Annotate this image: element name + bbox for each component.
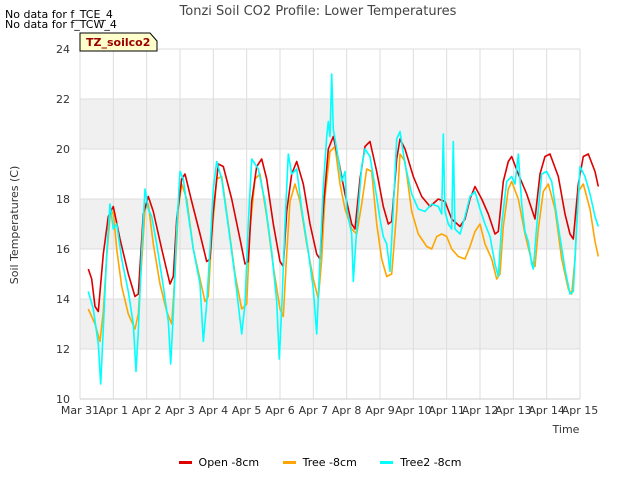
x-tick-label: Apr 8 <box>332 404 362 417</box>
y-tick-labels: 10 12 14 16 18 20 22 24 <box>56 43 70 406</box>
x-tick-label: Apr 9 <box>365 404 395 417</box>
plot-band <box>80 199 580 249</box>
legend-item-open: Open -8cm <box>178 456 260 469</box>
x-tick-label: Apr 3 <box>165 404 195 417</box>
x-tick-label: Apr 14 <box>528 404 565 417</box>
y-tick-label: 12 <box>56 343 70 356</box>
y-tick-label: 14 <box>56 293 70 306</box>
y-tick-label: 22 <box>56 93 70 106</box>
x-tick-label: Apr 7 <box>299 404 329 417</box>
x-tick-label: Apr 10 <box>395 404 432 417</box>
legend-item-tree: Tree -8cm <box>282 456 357 469</box>
no-data-note-1: No data for f_TCE_4 <box>5 8 113 21</box>
x-tick-label: Apr 6 <box>265 404 295 417</box>
no-data-note-2: No data for f_TCW_4 <box>5 18 117 31</box>
chart-title: Tonzi Soil CO2 Profile: Lower Temperatur… <box>179 4 457 19</box>
x-tick-labels: Mar 31 Apr 1 Apr 2 Apr 3 Apr 4 Apr 5 Apr 6 Apr … <box>61 404 598 417</box>
legend-swatch-open <box>178 461 192 464</box>
y-axis-label: Soil Temperatures (C) <box>8 166 21 285</box>
series-layer <box>87 73 600 385</box>
x-tick-label: Apr 5 <box>232 404 262 417</box>
y-tick-label: 24 <box>56 43 70 56</box>
legend-label-open: Open -8cm <box>198 456 260 469</box>
x-tick-label: Apr 2 <box>132 404 162 417</box>
legend-swatch-tree <box>282 461 296 464</box>
legend-label-tree: Tree -8cm <box>302 456 357 469</box>
x-tick-label: Apr 4 <box>199 404 229 417</box>
y-tick-label: 16 <box>56 243 70 256</box>
tag-label-text: TZ_soilco2 <box>86 36 150 49</box>
x-tick-label: Apr 15 <box>562 404 599 417</box>
legend-item-tree2: Tree2 -8cm <box>380 456 461 469</box>
x-axis-label: Time <box>552 423 580 436</box>
x-tick-label: Mar 31 <box>61 404 99 417</box>
tag-label-shape <box>79 32 158 52</box>
y-tick-label: 10 <box>56 393 70 406</box>
y-tick-label: 18 <box>56 193 70 206</box>
legend-label-tree2: Tree2 -8cm <box>400 456 462 469</box>
x-tick-label: Apr 11 <box>428 404 465 417</box>
x-tick-label: Apr 12 <box>462 404 499 417</box>
x-tick-label: Apr 13 <box>495 404 532 417</box>
legend-swatch-tree2 <box>380 461 394 464</box>
series-line-tree2-8cm <box>87 73 600 385</box>
series-line-open-8cm <box>87 135 600 313</box>
plot-band <box>80 299 580 349</box>
tag-label-box: TZ_soilco2 <box>79 32 158 52</box>
x-tick-label: Apr 1 <box>99 404 129 417</box>
legend: Open -8cm Tree -8cm Tree2 -8cm <box>0 454 640 469</box>
y-tick-label: 20 <box>56 143 70 156</box>
